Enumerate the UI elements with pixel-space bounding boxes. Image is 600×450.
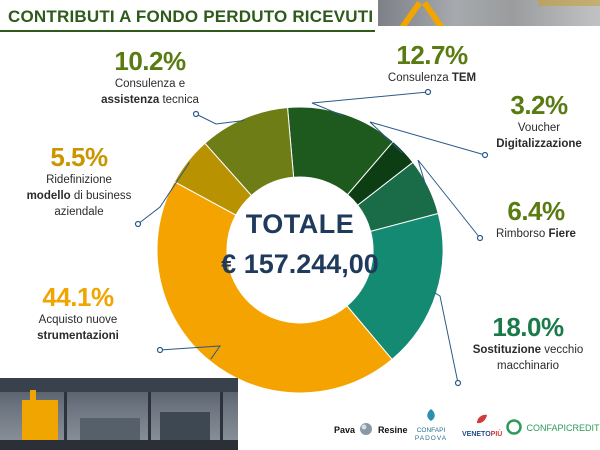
pct-sostituzione: 18.0% (492, 312, 564, 342)
logo-confapicredit: CONFAPICREDIT (506, 418, 599, 448)
logo-confapi-padova: CONFAPI PADOVA (414, 408, 448, 442)
leader-dot-0 (424, 88, 432, 96)
title-underline (0, 30, 375, 32)
leader-line-2 (417, 159, 481, 239)
label-consulenza-tem: 12.7% Consulenza TEM (372, 40, 492, 86)
donut-hole (227, 177, 373, 323)
pct-ridefinizione: 5.5% (50, 142, 108, 172)
leader-dot-2 (476, 234, 484, 242)
pct-voucher: 3.2% (510, 90, 568, 120)
leader-line-0 (311, 91, 429, 117)
label-consulenza-assistenza: 10.2% Consulenza e assistenza tecnica (88, 46, 212, 108)
label-sostituzione: 18.0% Sostituzione vecchio macchinario (460, 312, 596, 374)
leader-line-1 (369, 121, 486, 156)
pct-acquisto: 44.1% (42, 282, 114, 312)
leader-line-4 (159, 345, 222, 360)
leader-dot-5 (134, 220, 142, 228)
factory-photo (0, 378, 238, 450)
header-photo (378, 0, 600, 26)
veneto-leaf-icon (477, 414, 487, 424)
title-bar: CONTRIBUTI A FONDO PERDUTO RICEVUTI (0, 0, 375, 34)
confapi-drop-icon (427, 409, 435, 421)
total-value: € 157.244,00 (221, 249, 379, 279)
leader-line-6 (195, 113, 245, 125)
confapicredit-circle-icon (506, 419, 522, 435)
leader-line-3 (434, 292, 459, 384)
label-rimborso-fiere: 6.4% Rimborso Fiere (478, 196, 594, 242)
pct-rimborso-fiere: 6.4% (507, 196, 565, 226)
label-ridefinizione: 5.5% Ridefinizione modello di business a… (14, 142, 144, 220)
leader-dot-1 (481, 151, 489, 159)
logo-pava-resine: Pava Resine (334, 420, 407, 450)
leader-dot-6 (192, 110, 200, 118)
leader-line-5 (137, 162, 190, 225)
pava-globe-icon (360, 422, 373, 435)
logo-veneto-piu: VENETOPIÙ (462, 412, 502, 442)
pct-consulenza-tem: 12.7% (396, 40, 468, 70)
leader-dot-4 (156, 346, 164, 354)
chart-center-total: TOTALE € 157.244,00 (214, 208, 386, 280)
total-label: TOTALE (245, 209, 355, 239)
pct-consulenza-assistenza: 10.2% (114, 46, 186, 76)
leader-dot-3 (454, 379, 462, 387)
label-acquisto: 44.1% Acquisto nuove strumentazioni (14, 282, 142, 344)
page-title: CONTRIBUTI A FONDO PERDUTO RICEVUTI (8, 7, 374, 26)
label-voucher: 3.2% Voucher Digitalizzazione (478, 90, 600, 152)
